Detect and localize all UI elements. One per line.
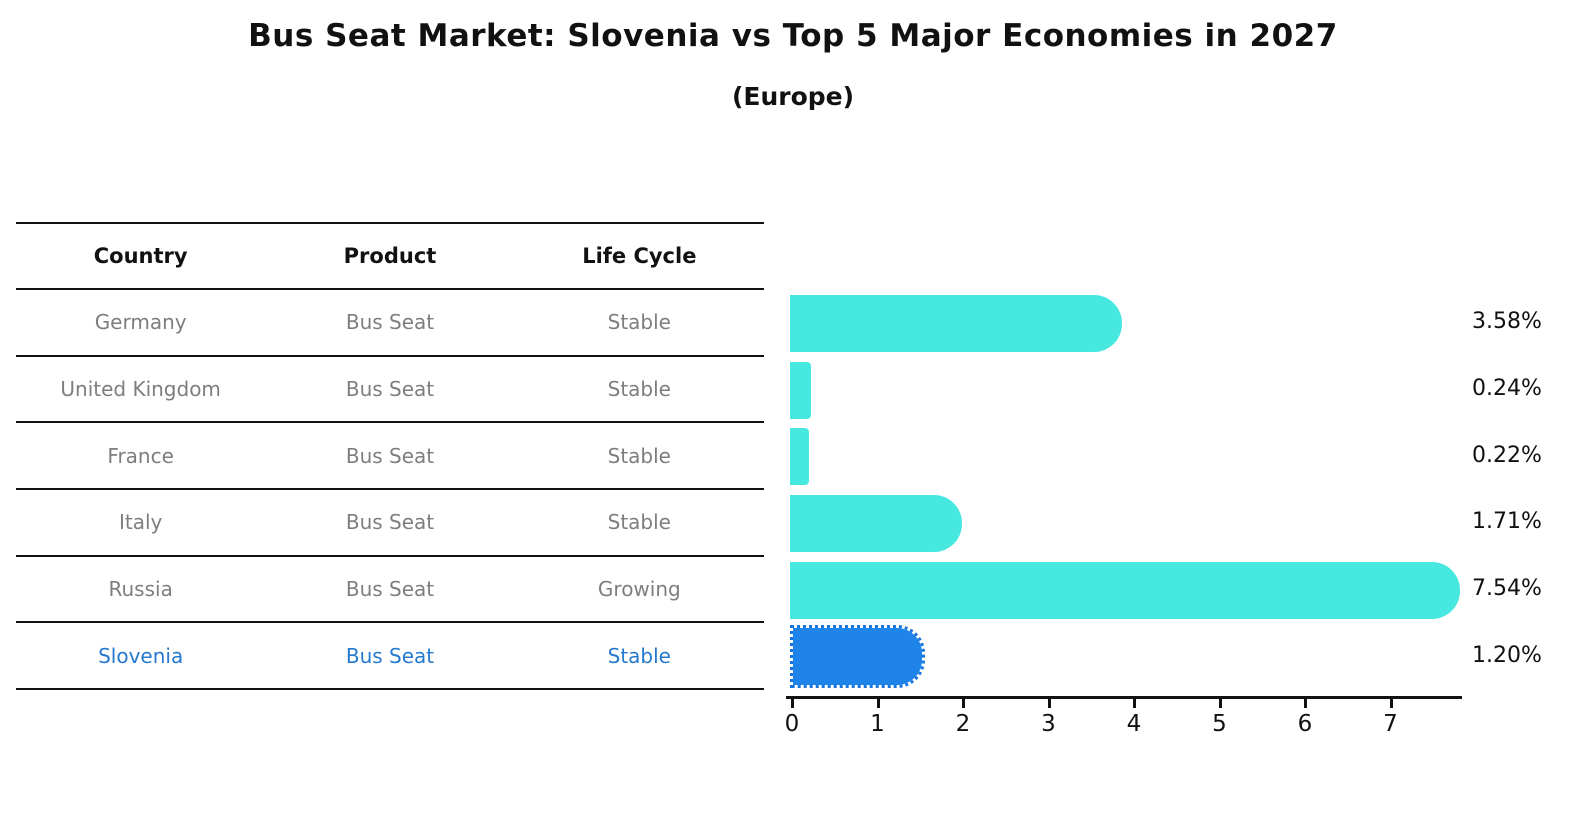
x-axis-tickmark: [1133, 699, 1136, 708]
table-cell-life-cycle: Stable: [607, 310, 671, 335]
x-axis-tickmark: [1304, 699, 1307, 708]
value-label-germany: 3.58%: [1472, 309, 1542, 335]
x-axis-tickmark: [1389, 699, 1393, 708]
bar-row: [790, 490, 1462, 557]
table-row: Germany Bus Seat Stable: [16, 290, 764, 357]
x-axis-tick-label: 7: [1383, 711, 1398, 737]
column-header-product: Product: [343, 244, 437, 268]
table-cell-life-cycle: Stable: [607, 377, 671, 401]
bar-row: [790, 623, 1462, 690]
table-cell-country: Germany: [94, 310, 187, 335]
bar-row: [790, 357, 1462, 424]
table-row: France Bus Seat Stable: [16, 423, 764, 491]
table-row: Russia Bus Seat Growing: [16, 557, 764, 624]
table-cell-product: Bus Seat: [345, 443, 435, 468]
value-label-russia: 7.54%: [1472, 576, 1542, 601]
table-cell-product: Bus Seat: [345, 510, 435, 535]
bar-row: [790, 557, 1462, 624]
bar-russia: [790, 561, 1460, 619]
table-cell-country: Italy: [118, 510, 163, 535]
table-cell-life-cycle: Stable: [607, 643, 671, 668]
bar-row: [790, 290, 1462, 357]
x-axis-tick-label: 0: [784, 711, 800, 737]
table-cell-product: Bus Seat: [345, 643, 435, 668]
x-axis-tick-label: 4: [1126, 711, 1142, 737]
table-cell-country: Russia: [108, 577, 173, 602]
x-axis-ticks: 0 1 2 3 4 5 6 7: [785, 699, 1462, 739]
table-cell-life-cycle: Growing: [597, 577, 681, 602]
bar-italy: [790, 494, 963, 552]
table-cell-country: Slovenia: [98, 643, 184, 668]
chart-subtitle: (Europe): [731, 82, 855, 111]
x-axis-tickmark: [791, 699, 794, 708]
value-labels: 3.58% 0.24% 0.22% 1.71% 7.54% 1.20%: [1472, 290, 1582, 690]
table-row: Italy Bus Seat Stable: [16, 490, 764, 557]
value-label-slovenia: 1.20%: [1472, 642, 1542, 668]
table-cell-product: Bus Seat: [345, 377, 435, 401]
table-cell-life-cycle: Stable: [607, 510, 671, 535]
x-axis-tick-label: 5: [1212, 711, 1227, 737]
value-label-united-kingdom: 0.24%: [1472, 376, 1542, 401]
x-axis-tick-label: 3: [1041, 711, 1056, 737]
x-axis-tickmark: [962, 699, 965, 708]
table-body: Germany Bus Seat Stable United Kingdom Bus S…: [16, 290, 764, 691]
column-header-country: Country: [93, 244, 188, 268]
table-row: Slovenia Bus Seat Stable: [16, 623, 764, 691]
chart-title: Bus Seat Market: Slovenia vs Top 5 Major…: [248, 18, 1338, 54]
table-cell-country: France: [107, 443, 174, 468]
value-label-italy: 1.71%: [1472, 509, 1542, 535]
x-axis-tick-label: 6: [1297, 711, 1313, 737]
column-header-life-cycle: Life Cycle: [582, 244, 697, 268]
bar-united-kingdom: [790, 361, 811, 419]
bar-row: [790, 423, 1462, 490]
x-axis-tick-label: 2: [955, 711, 971, 737]
table-cell-product: Bus Seat: [345, 577, 435, 602]
country-table: Country Product Life Cycle Germany Bus Seat…: [16, 222, 764, 691]
table-cell-country: United Kingdom: [60, 377, 221, 401]
x-axis-tickmark: [1218, 699, 1222, 708]
table-row: United Kingdom Bus Seat Stable: [16, 357, 764, 424]
bar-germany: [790, 294, 1123, 352]
x-axis-tick-label: 1: [870, 711, 885, 737]
bar-france: [790, 428, 809, 486]
bars-area: [790, 290, 1462, 690]
bar-highlight-slovenia: [790, 625, 925, 689]
table-header-row: Country Product Life Cycle: [16, 222, 764, 290]
x-axis-tickmark: [876, 699, 880, 708]
table-cell-life-cycle: Stable: [607, 443, 671, 468]
x-axis-tickmark: [1047, 699, 1051, 708]
x-axis-line: [786, 696, 1462, 699]
value-label-france: 0.22%: [1472, 442, 1542, 468]
table-cell-product: Bus Seat: [345, 310, 435, 335]
